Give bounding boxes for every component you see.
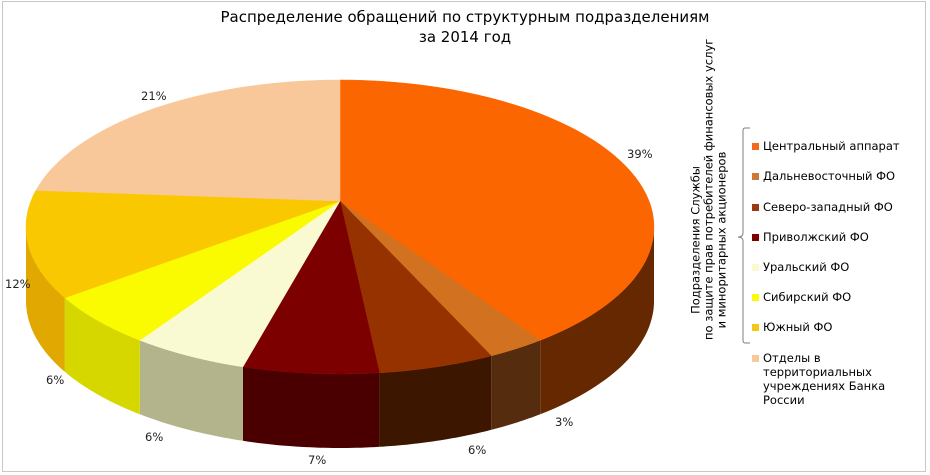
- pie-slice-0[interactable]: [339, 79, 655, 341]
- pie-slice-4[interactable]: [139, 200, 341, 368]
- data-label-far-east: 3%: [555, 415, 574, 429]
- legend-swatch-icon: [752, 143, 759, 150]
- legend-label-line-1: Отделы в территориальных: [763, 351, 872, 379]
- legend-label: Южный ФО: [763, 320, 833, 334]
- pie-slice-side-0: [540, 227, 654, 415]
- pie-slice-side-5: [64, 297, 140, 415]
- pie-slice-side-1: [491, 340, 541, 430]
- legend-label: Центральный аппарат: [763, 139, 900, 153]
- pie-slice-side-6: [26, 227, 65, 372]
- legend-item-far-east: Дальневосточный ФО: [752, 169, 895, 183]
- legend-item-volga: Приволжский ФО: [752, 230, 869, 244]
- legend-label: Сибирский ФО: [763, 290, 852, 304]
- legend-label: Отделы в территориальных учреждениях Бан…: [763, 351, 930, 407]
- legend-swatch-icon: [752, 294, 759, 301]
- legend-item-north-west: Северо-западный ФО: [752, 200, 893, 214]
- legend-label: Дальневосточный ФО: [763, 169, 896, 183]
- pie-slice-7[interactable]: [35, 79, 341, 202]
- pie-slice-1[interactable]: [339, 200, 541, 357]
- chart-title: Распределение обращений по структурным п…: [0, 7, 930, 47]
- data-label-volga: 7%: [308, 453, 327, 467]
- legend-item-central: Центральный аппарат: [752, 139, 900, 153]
- legend-swatch-icon: [752, 264, 759, 271]
- data-label-territorial: 21%: [141, 89, 167, 103]
- data-label-ural: 6%: [145, 430, 164, 444]
- pie-slice-5[interactable]: [64, 200, 341, 341]
- legend-group-label-line-3: и миноритарных акционеров: [714, 151, 729, 329]
- chart-title-line-2: за 2014 год: [418, 28, 512, 46]
- legend-item-south: Южный ФО: [752, 320, 832, 334]
- legend-item-territorial: Отделы в территориальных учреждениях Бан…: [752, 351, 930, 407]
- chart-title-line-1: Распределение обращений по структурным п…: [220, 8, 710, 26]
- data-label-south: 12%: [5, 277, 31, 291]
- legend-swatch-icon: [752, 204, 759, 211]
- pie-slice-2[interactable]: [339, 200, 492, 374]
- legend-swatch-icon: [752, 173, 759, 180]
- legend-bracket: [737, 127, 750, 344]
- data-label-central: 39%: [627, 147, 653, 161]
- legend-item-ural: Уральский ФО: [752, 260, 849, 274]
- pie-slice-side-2: [379, 355, 492, 447]
- legend-label: Приволжский ФО: [763, 230, 869, 244]
- legend-swatch-icon: [752, 234, 759, 241]
- legend-swatch-icon: [752, 355, 759, 362]
- legend-group-label: Подразделения Службы по защите прав потр…: [689, 39, 729, 340]
- legend-label: Северо-западный ФО: [763, 200, 893, 214]
- legend-label: Уральский ФО: [763, 260, 850, 274]
- pie-slice-3[interactable]: [242, 200, 380, 375]
- data-label-siberia: 6%: [46, 373, 65, 387]
- pie-side-walls: [26, 227, 654, 448]
- pie-slice-6[interactable]: [25, 190, 341, 299]
- legend-swatch-icon: [752, 324, 759, 331]
- data-label-north-west: 6%: [468, 443, 487, 457]
- pie-slice-side-4: [139, 340, 243, 441]
- pie-slice-side-3: [243, 366, 380, 448]
- legend-item-siberia: Сибирский ФО: [752, 290, 851, 304]
- pie-top-faces: [25, 79, 655, 375]
- legend-label-line-2: учреждениях Банка России: [763, 379, 886, 407]
